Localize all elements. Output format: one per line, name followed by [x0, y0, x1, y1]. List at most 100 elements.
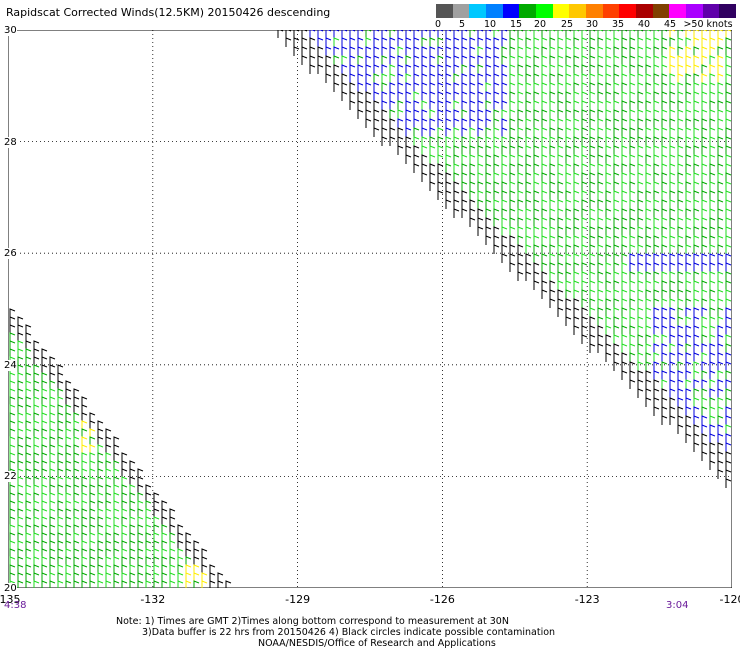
- wind-barb: [161, 540, 168, 550]
- wind-barb: [533, 154, 540, 164]
- colorbar-swatch-16: [702, 4, 720, 18]
- wind-barb: [725, 46, 732, 56]
- latitude-label: 24: [4, 359, 17, 371]
- wind-barb: [121, 540, 128, 550]
- wind-barb: [405, 118, 412, 128]
- wind-barb: [701, 325, 708, 335]
- wind-barb: [517, 46, 524, 56]
- wind-barb: [645, 46, 652, 56]
- wind-barb: [693, 37, 700, 47]
- wind-barb: [645, 343, 652, 353]
- wind-barb: [57, 468, 64, 478]
- wind-barb: [97, 420, 104, 430]
- wind-barb: [509, 199, 516, 209]
- wind-barb: [589, 163, 596, 173]
- wind-barb: [669, 388, 676, 398]
- wind-barb: [725, 460, 732, 470]
- wind-barb: [145, 524, 152, 534]
- wind-barb: [429, 91, 436, 101]
- wind-barb: [193, 540, 200, 550]
- wind-barb: [509, 127, 516, 137]
- wind-barb: [373, 73, 380, 83]
- wind-barb: [549, 217, 556, 227]
- wind-barb: [661, 253, 668, 263]
- colorbar-swatch-1: [452, 4, 470, 18]
- wind-barb: [509, 46, 516, 56]
- wind-barb: [613, 226, 620, 236]
- wind-barb: [373, 109, 380, 119]
- wind-barb: [65, 412, 72, 422]
- wind-barb: [669, 46, 676, 56]
- wind-barb: [185, 572, 192, 582]
- wind-barb: [33, 540, 40, 550]
- wind-barb: [701, 343, 708, 353]
- longitude-label: -123: [574, 593, 600, 606]
- wind-barb: [549, 208, 556, 218]
- wind-barb: [653, 82, 660, 92]
- wind-barb: [549, 289, 556, 299]
- wind-barb: [677, 334, 684, 344]
- wind-barb: [701, 100, 708, 110]
- wind-barb: [429, 154, 436, 164]
- wind-barb: [33, 436, 40, 446]
- wind-barb: [725, 30, 732, 38]
- wind-barb: [589, 37, 596, 47]
- wind-barb: [725, 415, 732, 425]
- wind-barb: [701, 316, 708, 326]
- wind-barb: [669, 199, 676, 209]
- wind-barb: [533, 280, 540, 290]
- wind-barb: [637, 316, 644, 326]
- wind-barb: [113, 484, 120, 494]
- wind-barb: [57, 436, 64, 446]
- wind-barb: [565, 37, 572, 47]
- wind-barb: [445, 127, 452, 137]
- wind-barb: [573, 154, 580, 164]
- wind-barb: [573, 298, 580, 308]
- colorbar-swatch-4: [502, 4, 520, 18]
- wind-barb: [637, 361, 644, 371]
- wind-barb: [677, 172, 684, 182]
- wind-barb: [613, 244, 620, 254]
- wind-barb: [645, 307, 652, 317]
- wind-barb: [565, 181, 572, 191]
- wind-barb: [517, 127, 524, 137]
- wind-barb: [469, 217, 476, 227]
- wind-barb: [373, 118, 380, 128]
- wind-barb: [65, 564, 72, 574]
- wind-barb: [33, 340, 40, 350]
- wind-barb: [565, 127, 572, 137]
- wind-barb: [629, 379, 636, 389]
- wind-barb: [613, 271, 620, 281]
- wind-barb: [645, 181, 652, 191]
- wind-barb: [533, 208, 540, 218]
- wind-barb: [453, 163, 460, 173]
- wind-barb: [41, 524, 48, 534]
- wind-barb: [653, 289, 660, 299]
- wind-barb: [57, 508, 64, 518]
- wind-barb: [381, 109, 388, 119]
- wind-barb: [73, 564, 80, 574]
- wind-barb: [501, 199, 508, 209]
- wind-barb: [677, 37, 684, 47]
- wind-barb: [557, 280, 564, 290]
- wind-barb: [9, 380, 16, 390]
- wind-barb: [397, 145, 404, 155]
- wind-barb: [17, 436, 24, 446]
- wind-barb: [89, 452, 96, 462]
- wind-barb: [453, 109, 460, 119]
- wind-barb: [429, 46, 436, 56]
- wind-barb: [597, 30, 604, 38]
- wind-barb: [685, 208, 692, 218]
- wind-barb: [613, 73, 620, 83]
- wind-barb: [113, 524, 120, 534]
- wind-barb: [669, 145, 676, 155]
- wind-barb: [461, 109, 468, 119]
- wind-barb: [589, 190, 596, 200]
- wind-barb: [145, 548, 152, 558]
- wind-barb: [81, 540, 88, 550]
- longitude-label: -126: [429, 593, 455, 606]
- wind-barb: [89, 532, 96, 542]
- wind-barb: [701, 91, 708, 101]
- wind-barb: [621, 208, 628, 218]
- wind-barb: [549, 30, 556, 38]
